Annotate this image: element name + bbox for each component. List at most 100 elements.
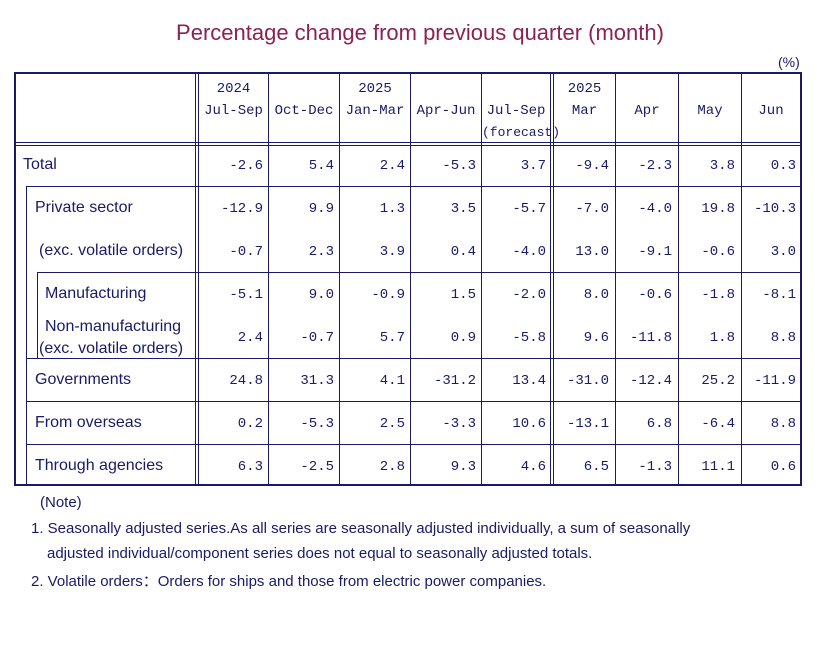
row-label: Total	[23, 156, 57, 173]
table-cell: 19.8	[701, 201, 735, 217]
table-cell: -0.7	[229, 244, 263, 260]
table-cell: 6.3	[237, 459, 263, 475]
column-period: Jan-Mar	[345, 103, 405, 119]
table-cell: 3.9	[379, 244, 405, 260]
table-cell: -2.6	[229, 158, 263, 174]
table-cell: -5.7	[512, 201, 546, 217]
table-cell: -5.8	[512, 330, 546, 346]
row-divider	[26, 358, 800, 359]
table-cell: 8.8	[770, 330, 796, 346]
column-year: 2025	[358, 81, 392, 97]
table-cell: 25.2	[701, 373, 735, 389]
column-header: Apr-Jun	[411, 78, 481, 122]
table-cell: 1.5	[450, 287, 476, 303]
table-cell: -8.1	[762, 287, 796, 303]
table-cell: -3.3	[442, 416, 476, 432]
column-header: 2025 Jan-Mar	[340, 78, 410, 122]
table-cell: 5.7	[379, 330, 405, 346]
table-cell: -2.3	[638, 158, 672, 174]
note-2: 2. Volatile orders：Orders for ships and …	[31, 573, 547, 590]
column-period: Apr-Jun	[416, 103, 476, 119]
table-cell: -0.6	[701, 244, 735, 260]
table-cell: 13.4	[512, 373, 546, 389]
table-cell: -10.3	[753, 201, 796, 217]
table-cell: 8.0	[583, 287, 609, 303]
row-label-sub: (exc. volatile orders)	[39, 340, 184, 357]
table-cell: 3.8	[709, 158, 735, 174]
table-cell: -31.0	[566, 373, 609, 389]
table-cell: 9.3	[450, 459, 476, 475]
note-heading: (Note)	[40, 494, 82, 511]
row-divider	[26, 401, 800, 402]
row-label: (exc. volatile orders)	[39, 242, 184, 259]
data-table: 2024 Jul-Sep Oct-Dec 2025 Jan-Mar Apr-Ju…	[14, 72, 802, 486]
column-divider	[410, 74, 411, 484]
table-cell: 10.6	[512, 416, 546, 432]
column-period: May	[697, 103, 723, 119]
table-cell: 0.3	[770, 158, 796, 174]
unit-label: (%)	[778, 54, 800, 70]
table-cell: 3.0	[770, 244, 796, 260]
column-divider	[550, 74, 551, 484]
column-period: Mar	[571, 103, 598, 119]
table-cell: -6.4	[701, 416, 735, 432]
indent-line	[37, 272, 38, 358]
table-cell: -7.0	[575, 201, 609, 217]
table-cell: 2.8	[379, 459, 405, 475]
table-cell: 6.5	[583, 459, 609, 475]
table-cell: 3.7	[520, 158, 546, 174]
table-cell: -5.3	[442, 158, 476, 174]
table-cell: 2.4	[379, 158, 405, 174]
header-divider	[16, 145, 800, 146]
column-period: Oct-Dec	[274, 103, 334, 119]
column-divider	[198, 74, 199, 484]
row-divider	[37, 272, 800, 273]
column-header: Jul-Sep (forecast)	[482, 78, 561, 144]
row-label: Non-manufacturing	[45, 318, 182, 335]
column-header: 2025 Mar	[554, 78, 615, 122]
column-divider	[741, 74, 742, 484]
table-cell: -11.9	[753, 373, 796, 389]
table-cell: 31.3	[300, 373, 334, 389]
column-divider	[339, 74, 340, 484]
column-header: 2024 Jul-Sep	[199, 78, 268, 122]
note-1-cont: adjusted individual/component series doe…	[47, 545, 593, 562]
table-cell: -0.9	[371, 287, 405, 303]
table-cell: 11.1	[701, 459, 735, 475]
row-divider	[26, 186, 800, 187]
table-cell: -31.2	[433, 373, 476, 389]
row-label: From overseas	[35, 414, 142, 431]
column-divider	[615, 74, 616, 484]
table-cell: 9.9	[308, 201, 334, 217]
row-label: Manufacturing	[45, 285, 147, 302]
column-header: May	[679, 78, 741, 122]
column-header: Oct-Dec	[269, 78, 339, 122]
table-cell: -5.3	[300, 416, 334, 432]
table-cell: 1.3	[379, 201, 405, 217]
table-cell: -12.9	[220, 201, 263, 217]
table-cell: -9.4	[575, 158, 609, 174]
table-cell: 0.4	[450, 244, 476, 260]
column-period: Jul-Sep	[486, 103, 546, 119]
table-cell: -2.5	[300, 459, 334, 475]
table-cell: -1.3	[638, 459, 672, 475]
table-cell: 9.6	[583, 330, 609, 346]
column-sub: (forecast)	[482, 125, 561, 140]
table-cell: 6.8	[646, 416, 672, 432]
table-cell: 2.3	[308, 244, 334, 260]
table-cell: -5.1	[229, 287, 263, 303]
table-cell: 0.2	[237, 416, 263, 432]
column-divider	[195, 74, 196, 484]
table-cell: 2.5	[379, 416, 405, 432]
column-period: Jul-Sep	[204, 103, 263, 119]
table-cell: 4.6	[520, 459, 546, 475]
table-cell: -0.6	[638, 287, 672, 303]
table-cell: 3.5	[450, 201, 476, 217]
table-cell: 8.8	[770, 416, 796, 432]
table-cell: -1.8	[701, 287, 735, 303]
table-cell: -4.0	[512, 244, 546, 260]
column-year: 2025	[567, 81, 602, 97]
page-title: Percentage change from previous quarter …	[176, 20, 664, 45]
table-cell: 13.0	[575, 244, 609, 260]
table-cell: 0.6	[770, 459, 796, 475]
